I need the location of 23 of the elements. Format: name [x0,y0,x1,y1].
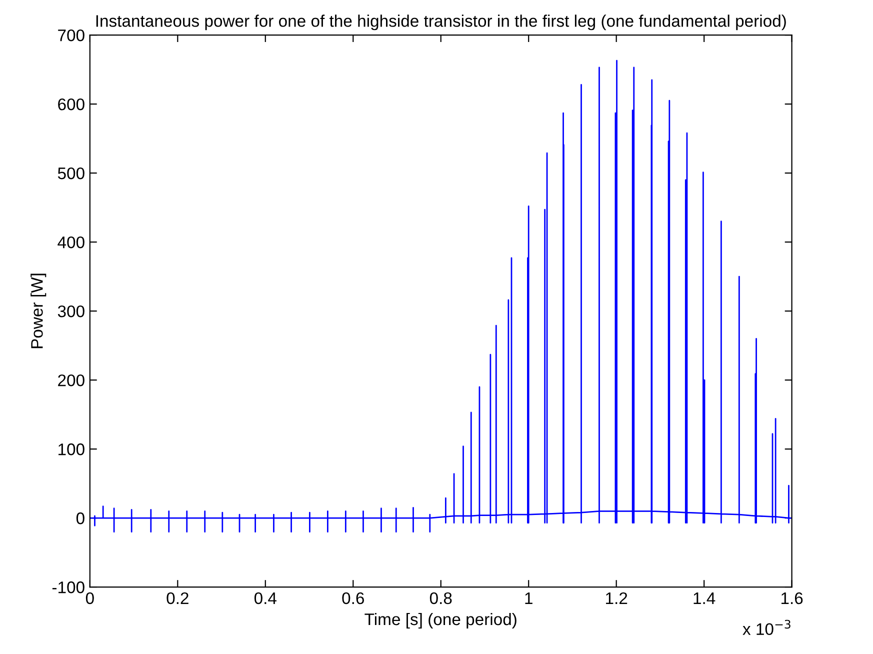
x-tick-label: 1.2 [606,592,628,604]
text: x 10$^{−3}$ [742,620,790,636]
y-tick-label: 500 [58,167,84,180]
x-tick-label: 0.2 [166,592,188,604]
y-tick-label: 300 [58,305,84,318]
x-axis-title: Time [s] (one period) [364,612,516,629]
y-tick-label: 0 [76,512,84,524]
x-tick-label: 0 [86,592,94,604]
y-tick-label: 600 [58,98,84,110]
x-tick-label: 1.4 [694,592,716,604]
line-series [90,60,792,533]
y-tick-label: 700 [58,29,84,42]
x-tick-label: 0.8 [430,592,452,604]
y-tick-label: 100 [58,443,84,456]
x-tick-label: 0.6 [342,592,364,604]
y-axis-title: Power [W] [30,274,46,348]
x-tick-label: 0.4 [254,592,276,604]
y-tick-label: 200 [58,374,84,386]
y-tick-label: 400 [58,236,84,248]
chart-title: Instantaneous power for one of the highside transistor in the first leg (one fundamental period) [96,14,786,30]
x-tick-label: 1 [525,592,532,604]
y-tick-label: -100 [52,581,84,594]
x-tick-label: 1.6 [782,592,803,604]
